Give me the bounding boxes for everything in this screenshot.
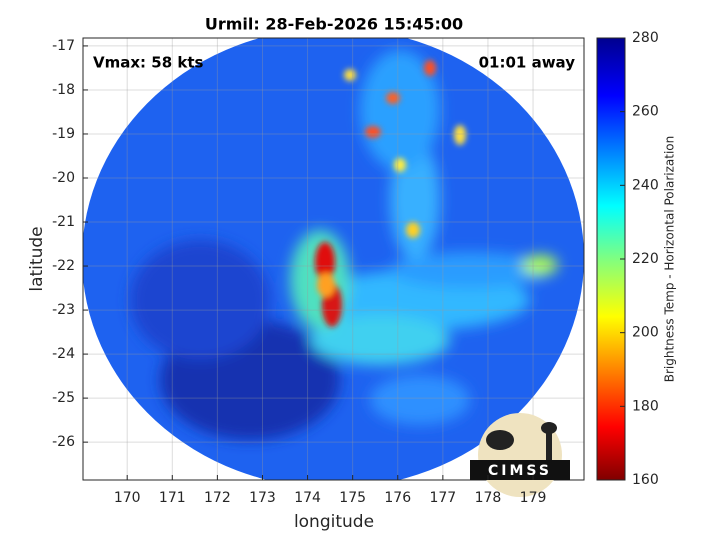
x-tick-label: 172 — [204, 490, 231, 506]
y-tick-label: -24 — [52, 346, 75, 362]
colorbar-label: Brightness Temp - Horizontal Polarizatio… — [663, 136, 677, 383]
x-tick-label: 175 — [339, 490, 366, 506]
y-tick-label: -21 — [52, 214, 75, 230]
x-tick-label: 177 — [429, 490, 456, 506]
x-tick-label: 173 — [249, 490, 276, 506]
y-tick-label: -19 — [52, 126, 75, 142]
colorbar-tick-label: 280 — [632, 30, 659, 46]
y-tick-label: -18 — [52, 82, 75, 98]
time-annotation: 01:01 away — [479, 54, 576, 72]
x-tick-label: 170 — [114, 490, 141, 506]
colorbar-tick-label: 160 — [632, 472, 659, 488]
chart-title: Urmil: 28-Feb-2026 15:45:00 — [205, 15, 463, 34]
y-tick-label: -22 — [52, 258, 75, 274]
x-tick-label: 176 — [384, 490, 411, 506]
brightness-field — [83, 38, 584, 480]
y-axis-label: latitude — [27, 226, 47, 291]
logo-text: CIMSS — [488, 463, 552, 479]
x-tick-label: 179 — [520, 490, 547, 506]
colorbar-tick-label: 220 — [632, 251, 659, 267]
logo: CIMSS — [470, 413, 570, 497]
y-tick-label: -20 — [52, 170, 75, 186]
colorbar-tick-label: 260 — [632, 104, 659, 120]
colorbar-tick-label: 180 — [632, 398, 659, 414]
plot-frame — [82, 37, 585, 481]
y-tick-label: -17 — [52, 38, 75, 54]
y-tick-label: -26 — [52, 434, 75, 450]
x-tick-label: 174 — [294, 490, 321, 506]
vmax-annotation: Vmax: 58 kts — [93, 54, 203, 72]
x-tick-label: 171 — [159, 490, 186, 506]
x-tick-label: 178 — [475, 490, 502, 506]
colorbar-tick-label: 240 — [632, 177, 659, 193]
y-tick-label: -25 — [52, 390, 75, 406]
y-tick-label: -23 — [52, 302, 75, 318]
x-axis-label: longitude — [294, 512, 374, 532]
colorbar-tick-label: 200 — [632, 325, 659, 341]
